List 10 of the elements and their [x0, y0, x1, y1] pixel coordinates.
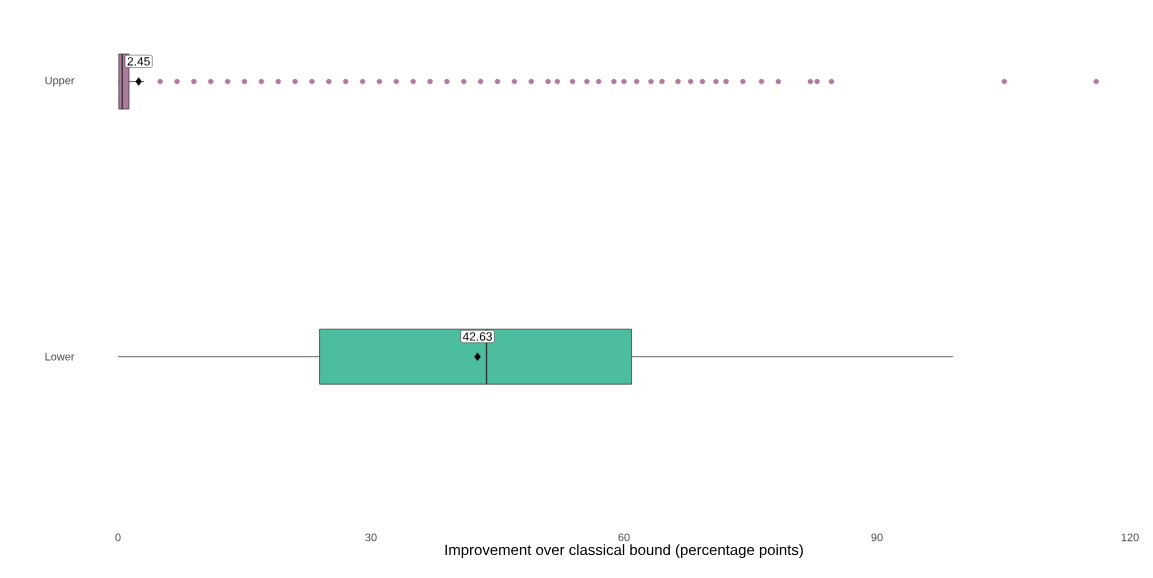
x-axis-title: Improvement over classical bound (percentage points)	[445, 544, 803, 559]
annotation: 42.63	[462, 332, 492, 341]
annotation: 2.45	[127, 57, 150, 66]
y-tick-label: Lower	[45, 352, 75, 361]
y-tick-label: Upper	[45, 76, 75, 87]
x-tick-label: 30	[365, 533, 377, 542]
x-tick-label: 90	[871, 533, 883, 542]
x-tick-label: 120	[1121, 533, 1139, 542]
x-tick-label: 60	[618, 533, 630, 542]
x-tick-label: 0	[115, 533, 121, 542]
